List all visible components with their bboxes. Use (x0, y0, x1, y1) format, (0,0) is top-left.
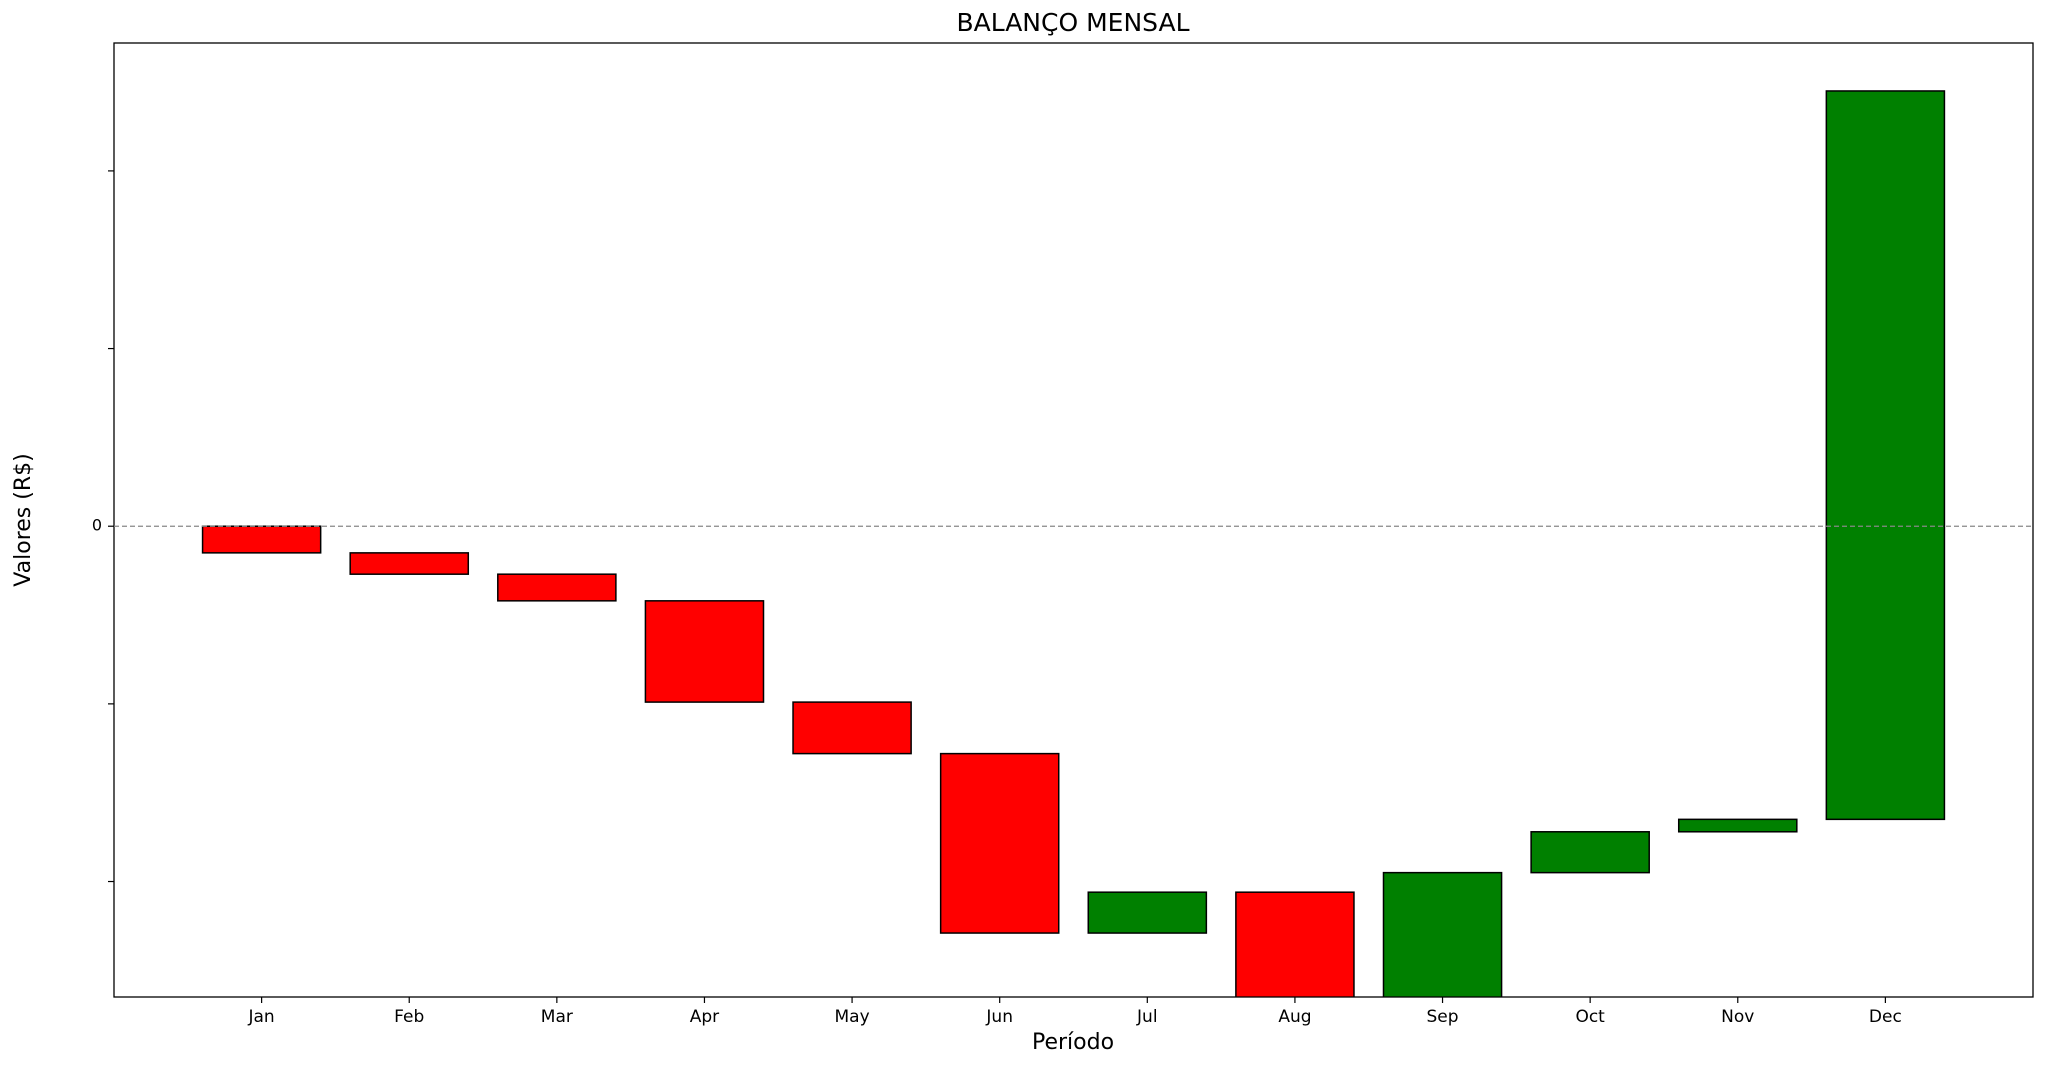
bar (1825, 90, 1946, 821)
x-tick-label: Jun (985, 1007, 1013, 1027)
x-tick-label: May (834, 1007, 869, 1027)
y-tick-label: 0 (92, 516, 102, 535)
x-axis-label: Período (1032, 1030, 1114, 1055)
bar (1382, 871, 1503, 997)
plot-area (201, 90, 1946, 997)
x-tick-label: Jul (1136, 1007, 1158, 1027)
x-tick-label: Mar (541, 1007, 573, 1027)
bar (939, 752, 1060, 934)
bar (644, 600, 765, 703)
bar (349, 552, 470, 575)
x-tick-label: Sep (1427, 1007, 1459, 1027)
bar (1087, 891, 1208, 934)
x-tick-label: Jan (248, 1007, 275, 1027)
bar (201, 525, 322, 554)
x-tick-label: Aug (1278, 1007, 1311, 1027)
bar (1677, 818, 1798, 833)
x-tick-label: Apr (690, 1007, 719, 1027)
x-tick-label: Oct (1575, 1007, 1605, 1027)
x-tick-label: Dec (1869, 1007, 1902, 1027)
chart-title: BALANÇO MENSAL (956, 8, 1189, 37)
plot-frame (113, 42, 2034, 998)
y-axis-label: Valores (R$) (11, 453, 36, 586)
x-tick-label: Feb (394, 1007, 424, 1027)
x-tick-label: Nov (1721, 1007, 1754, 1027)
bar (1235, 891, 1355, 997)
bar (497, 573, 617, 602)
bar (1530, 831, 1650, 874)
bar (792, 701, 912, 755)
